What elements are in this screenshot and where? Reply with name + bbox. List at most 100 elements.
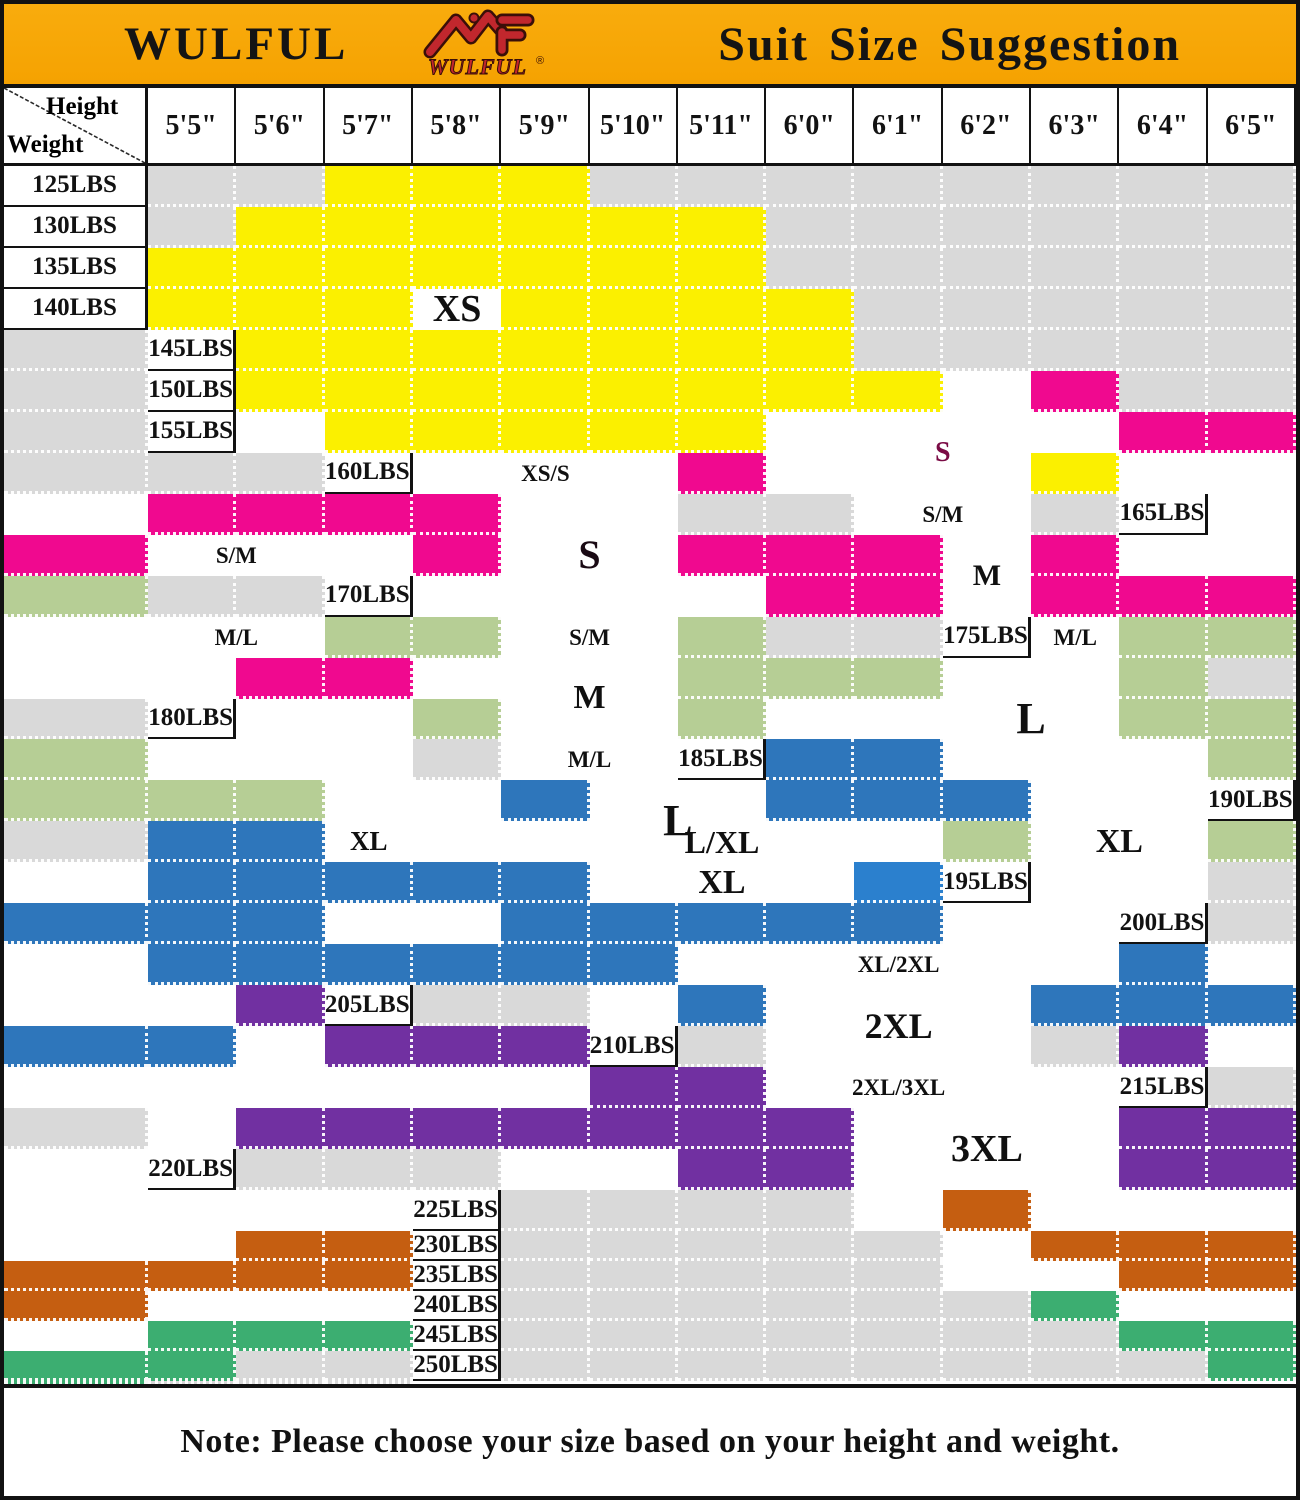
size-cell <box>412 985 502 1027</box>
size-cell <box>589 944 678 986</box>
size-cell <box>148 780 237 822</box>
size-cell <box>854 370 943 412</box>
weight-label: 240LBS <box>412 1291 502 1321</box>
region-label: 2XL/3XL <box>851 1075 946 1101</box>
size-cell <box>854 698 943 740</box>
size-cell <box>1031 575 1120 617</box>
size-cell <box>1031 493 1120 535</box>
size-cell <box>148 1291 237 1321</box>
size-cell <box>236 166 325 207</box>
size-cell <box>148 985 237 1027</box>
size-cell <box>1207 329 1296 371</box>
size-cell <box>942 370 1032 412</box>
weight-label: 175LBS <box>942 616 1032 658</box>
size-cell <box>236 1351 325 1381</box>
size-cell <box>1207 206 1296 248</box>
size-cell <box>324 739 413 781</box>
region-label: XL/2XL <box>857 952 940 978</box>
size-cell <box>4 1149 148 1191</box>
size-cell <box>677 1291 767 1321</box>
size-cell <box>677 534 767 576</box>
size-cell <box>589 247 678 289</box>
height-header: 6'3" <box>1031 88 1120 166</box>
footer-note: Note: Please choose your size based on y… <box>4 1384 1296 1496</box>
size-cell <box>236 1321 325 1351</box>
size-cell <box>1119 534 1208 576</box>
size-cell <box>148 1321 237 1351</box>
size-cell <box>1207 1108 1296 1150</box>
size-cell <box>236 206 325 248</box>
size-cell <box>501 247 590 289</box>
size-cell <box>1207 821 1296 863</box>
size-cell <box>324 1108 413 1150</box>
size-cell <box>324 862 413 904</box>
size-cell <box>854 657 943 699</box>
size-cell <box>1031 1067 1120 1109</box>
size-cell <box>324 657 413 699</box>
size-cell <box>148 862 237 904</box>
size-cell <box>324 1190 413 1231</box>
size-cell <box>854 247 943 289</box>
size-cell <box>1119 1108 1208 1150</box>
size-cell <box>324 1351 413 1381</box>
size-cell <box>854 739 943 781</box>
banner-title: Suit Size Suggestion <box>718 17 1182 71</box>
size-cell <box>1207 166 1296 207</box>
size-cell <box>1119 1026 1208 1068</box>
size-cell <box>589 1351 678 1381</box>
size-cell <box>4 1026 148 1068</box>
size-cell <box>412 206 502 248</box>
size-cell <box>4 821 148 863</box>
weight-label: 210LBS <box>589 1026 678 1068</box>
banner: WULFUL WULFUL ® Suit Size Suggestion <box>4 4 1296 88</box>
size-cell <box>236 821 325 863</box>
size-cell <box>501 1149 590 1191</box>
size-cell <box>148 1261 237 1291</box>
size-cell <box>766 206 855 248</box>
size-cell <box>501 1190 590 1231</box>
size-cell <box>1031 1351 1120 1381</box>
size-cell <box>942 903 1032 945</box>
size-cell <box>1207 657 1296 699</box>
size-cell <box>412 370 502 412</box>
size-cell <box>677 1321 767 1351</box>
size-cell <box>4 1067 148 1109</box>
size-cell <box>501 1321 590 1351</box>
weight-label: 125LBS <box>4 166 148 207</box>
size-cell <box>1207 862 1296 904</box>
size-cell <box>4 452 148 494</box>
size-cell <box>236 985 325 1027</box>
size-cell <box>412 534 502 576</box>
weight-label: 215LBS <box>1119 1067 1208 1109</box>
size-cell <box>677 698 767 740</box>
region-label: M <box>972 558 1002 592</box>
size-cell <box>677 1261 767 1291</box>
size-cell <box>501 1351 590 1381</box>
size-cell <box>412 780 502 822</box>
size-cell <box>677 1231 767 1261</box>
size-cell <box>501 1026 590 1068</box>
size-cell <box>942 1190 1032 1231</box>
size-cell <box>324 616 413 658</box>
weight-label: 145LBS <box>148 329 237 371</box>
size-cell <box>236 1381 325 1384</box>
size-cell <box>412 862 502 904</box>
size-cell <box>4 411 148 453</box>
size-cell <box>236 698 325 740</box>
size-cell <box>1119 206 1208 248</box>
size-cell <box>1119 166 1208 207</box>
size-cell <box>501 1291 590 1321</box>
size-cell <box>324 1067 413 1109</box>
size-cell <box>1207 739 1296 781</box>
size-cell <box>1207 1026 1296 1068</box>
logo-wordmark: WULFUL <box>428 54 527 79</box>
size-cell <box>1031 534 1120 576</box>
size-cell <box>501 944 590 986</box>
size-cell <box>324 329 413 371</box>
weight-label: 225LBS <box>412 1190 502 1231</box>
size-cell <box>324 1231 413 1261</box>
size-cell <box>1207 575 1296 617</box>
size-cell <box>1119 575 1208 617</box>
size-cell <box>677 657 767 699</box>
size-cell <box>589 1231 678 1261</box>
